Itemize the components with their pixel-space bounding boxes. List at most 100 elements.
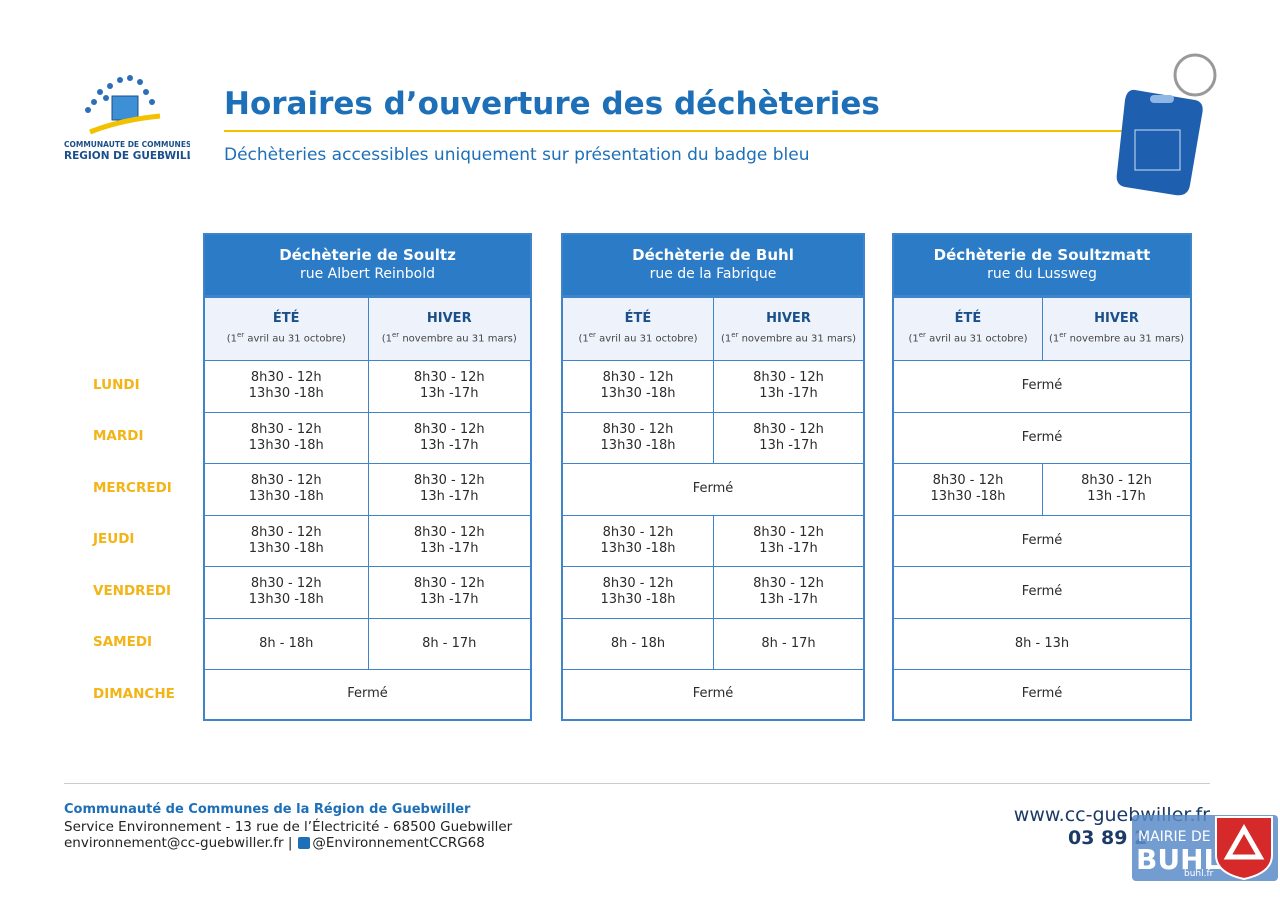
schedule-text: 13h -17h	[1087, 489, 1146, 505]
period-text: novembre au 31 mars)	[399, 333, 517, 345]
schedule-text: Fermé	[1021, 378, 1063, 394]
footer-phone: 03 89 2	[1068, 827, 1148, 849]
period-text: avril au 31 octobre)	[925, 333, 1028, 345]
schedule-cell: 8h30 - 12h 13h -17h	[713, 566, 865, 619]
season-name: ÉTÉ	[272, 310, 300, 326]
center-header: Déchèterie de Buhl rue de la Fabrique	[561, 233, 865, 297]
schedule-text: 8h30 - 12h	[413, 421, 485, 437]
schedule-text: 8h30 - 12h	[753, 370, 824, 386]
schedule-text: 8h30 - 12h	[413, 576, 485, 592]
center-name: Déchèterie de Buhl	[632, 246, 794, 264]
schedule-text: Fermé	[692, 481, 734, 497]
footer-rule	[64, 783, 1210, 784]
period-text: novembre au 31 mars)	[1066, 333, 1185, 345]
season-header: HIVER (1er novembre au 31 mars)	[1042, 297, 1192, 361]
title-rule	[224, 130, 1124, 132]
logo-text: REGION DE GUEBWILLER	[64, 150, 190, 162]
schedule-text: 13h30 -18h	[248, 489, 324, 505]
season-header: HIVER (1er novembre au 31 mars)	[713, 297, 865, 361]
schedule-cell: 8h - 13h	[892, 617, 1192, 670]
schedule-cell: 8h30 - 12h 13h30 -18h	[561, 566, 714, 619]
season-period: (1er novembre au 31 mars)	[721, 327, 856, 347]
day-label: MARDI	[93, 428, 144, 445]
schedule-cell: 8h - 18h	[561, 617, 714, 670]
schedule-cell: 8h30 - 12h 13h30 -18h	[561, 514, 714, 567]
schedule-text: 8h - 13h	[1014, 635, 1070, 651]
schedule-cell: 8h30 - 12h 13h30 -18h	[561, 360, 714, 413]
day-label: VENDREDI	[93, 582, 172, 599]
schedule-text: 8h30 - 12h	[1081, 473, 1152, 489]
logo: COMMUNAUTE DE COMMUNES DE LA REGION DE G…	[64, 75, 190, 162]
schedule-cell: 8h30 - 12h 13h -17h	[1042, 463, 1192, 516]
day-label: JEUDI	[93, 531, 135, 548]
schedule-text: 13h30 -18h	[930, 489, 1006, 505]
schedule-text: 8h30 - 12h	[413, 473, 485, 489]
watermark: MAIRIE DE BUHL buhl.fr	[1132, 815, 1278, 881]
watermark-text: BUHL	[1136, 843, 1222, 876]
schedule-text: 8h30 - 12h	[753, 576, 824, 592]
facebook-icon	[298, 837, 311, 849]
period-text: (1	[1048, 333, 1060, 345]
season-header: HIVER (1er novembre au 31 mars)	[367, 297, 532, 361]
schedule-text: 8h - 18h	[259, 635, 314, 651]
period-sup: er	[391, 330, 400, 339]
schedule-text: Fermé	[347, 686, 388, 702]
center-street: rue du Lussweg	[987, 266, 1097, 282]
schedule-text: 13h -17h	[759, 592, 818, 608]
center-name: Déchèterie de Soultz	[279, 246, 456, 264]
schedule-text: 8h - 17h	[761, 635, 816, 651]
schedule-text: 13h30 -18h	[600, 386, 676, 402]
schedule-cell: 8h30 - 12h 13h30 -18h	[203, 463, 369, 516]
schedule-text: 13h30 -18h	[248, 437, 324, 453]
schedule-cell: 8h - 18h	[203, 617, 369, 670]
schedule-cell: Fermé	[203, 669, 532, 721]
season-header: ÉTÉ (1er avril au 31 octobre)	[561, 297, 714, 361]
period-text: (1	[908, 333, 919, 345]
schedule-cell: 8h30 - 12h 13h -17h	[367, 514, 532, 567]
season-period: (1er avril au 31 octobre)	[227, 327, 346, 347]
period-sup: er	[1059, 330, 1067, 339]
schedule-text: 13h -17h	[420, 437, 479, 453]
period-text: (1	[381, 333, 392, 345]
schedule-cell: 8h30 - 12h 13h30 -18h	[203, 514, 369, 567]
period-text: (1	[720, 333, 732, 345]
schedule-cell: 8h30 - 12h 13h -17h	[713, 411, 865, 464]
schedule-text: 8h30 - 12h	[413, 524, 485, 540]
schedule-cell: 8h30 - 12h 13h -17h	[367, 411, 532, 464]
schedule-cell: Fermé	[892, 411, 1192, 464]
schedule-cell: 8h30 - 12h 13h -17h	[713, 514, 865, 567]
season-name: ÉTÉ	[954, 310, 982, 326]
season-period: (1er novembre au 31 mars)	[382, 327, 517, 347]
season-name: HIVER	[1094, 310, 1139, 326]
day-label: DIMANCHE	[93, 685, 175, 702]
schedule-text: 8h - 18h	[610, 635, 666, 651]
schedule-text: 8h30 - 12h	[602, 576, 674, 592]
schedule-text: 13h30 -18h	[600, 592, 676, 608]
schedule-text: 8h30 - 12h	[250, 473, 322, 489]
period-sup: er	[588, 330, 596, 339]
logo-text: COMMUNAUTE DE COMMUNES DE LA	[64, 140, 190, 149]
day-label: LUNDI	[93, 376, 140, 393]
schedule-text: 8h30 - 12h	[250, 576, 322, 592]
schedule-cell: 8h30 - 12h 13h -17h	[367, 360, 532, 413]
period-sup: er	[731, 330, 739, 339]
footer-address: Service Environnement - 13 rue de l’Élec…	[64, 819, 513, 835]
schedule-text: 13h -17h	[420, 489, 479, 505]
center-street: rue Albert Reinbold	[299, 266, 436, 282]
schedule-text: 8h30 - 12h	[602, 524, 674, 540]
schedule-text: 8h - 17h	[422, 635, 477, 651]
center-header: Déchèterie de Soultz rue Albert Reinbold	[203, 233, 532, 297]
schedule-cell: 8h - 17h	[367, 617, 532, 670]
period-text: novembre au 31 mars)	[738, 333, 857, 345]
footer-email: environnement@cc-guebwiller.fr |	[64, 835, 293, 851]
subtitle: Déchèteries accessibles uniquement sur p…	[224, 145, 810, 165]
schedule-text: Fermé	[692, 686, 734, 702]
season-period: (1er avril au 31 octobre)	[908, 327, 1027, 347]
watermark-text: buhl.fr	[1184, 869, 1214, 879]
schedule-cell: Fermé	[561, 669, 865, 721]
schedule-text: 8h30 - 12h	[250, 370, 322, 386]
schedule-cell: 8h30 - 12h 13h30 -18h	[561, 411, 714, 464]
schedule-text: 8h30 - 12h	[753, 524, 824, 540]
schedule-cell: 8h30 - 12h 13h30 -18h	[203, 360, 369, 413]
